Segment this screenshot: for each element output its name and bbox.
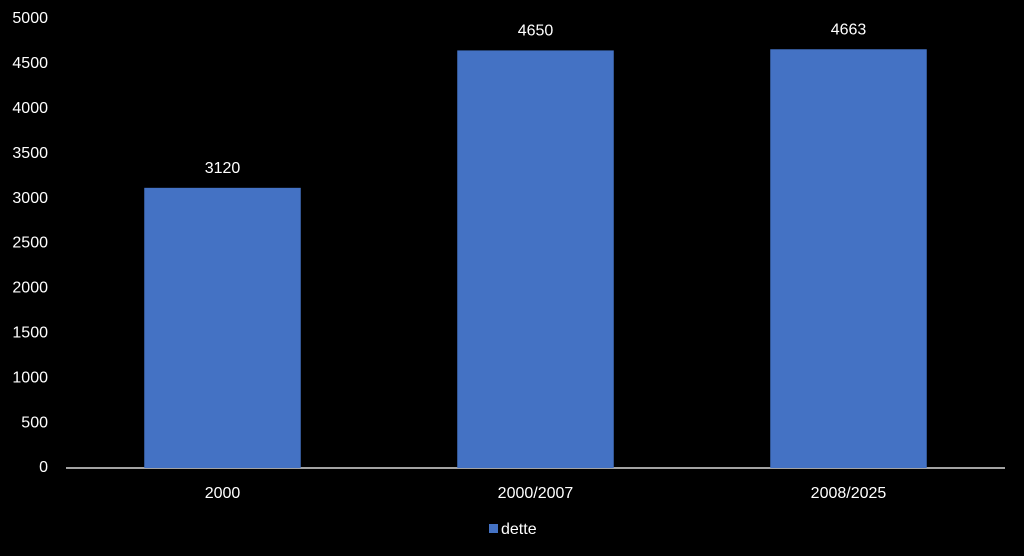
- y-tick-label: 2000: [12, 280, 48, 297]
- bar: [770, 49, 927, 468]
- bar: [144, 187, 301, 468]
- legend-swatch: [489, 524, 498, 533]
- data-label: 4650: [518, 23, 554, 40]
- y-tick-label: 2500: [12, 235, 48, 252]
- x-tick-label: 2000: [205, 485, 241, 502]
- y-tick-label: 5000: [12, 10, 48, 27]
- x-tick-label: 2008/2025: [811, 485, 887, 502]
- y-tick-label: 1500: [12, 325, 48, 342]
- data-label: 4663: [831, 21, 867, 38]
- y-tick-label: 1000: [12, 369, 48, 386]
- y-tick-label: 4500: [12, 55, 48, 72]
- y-tick-label: 3500: [12, 145, 48, 162]
- legend-label: dette: [501, 521, 537, 538]
- x-tick-label: 2000/2007: [498, 485, 574, 502]
- y-tick-label: 4000: [12, 100, 48, 117]
- data-label: 3120: [205, 160, 241, 177]
- y-tick-label: 0: [39, 459, 48, 476]
- y-tick-label: 500: [21, 414, 48, 431]
- bar: [457, 50, 614, 469]
- y-tick-label: 3000: [12, 190, 48, 207]
